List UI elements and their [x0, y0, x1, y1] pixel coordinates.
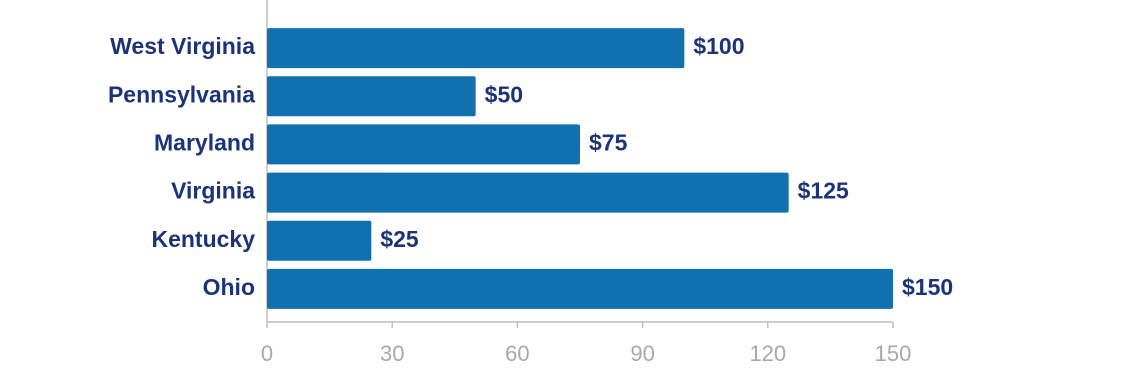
- bar: [267, 268, 893, 309]
- x-tick-label: 90: [630, 341, 654, 366]
- category-label: Pennsylvania: [108, 81, 255, 107]
- value-label: $25: [380, 226, 419, 252]
- x-tick-label: 60: [505, 341, 529, 366]
- bar: [267, 28, 685, 69]
- category-label: Maryland: [154, 129, 255, 155]
- x-tick-label: 150: [875, 341, 912, 366]
- bar: [267, 172, 789, 213]
- category-label: West Virginia: [110, 33, 255, 59]
- bar: [267, 76, 476, 117]
- value-label: $125: [798, 178, 849, 204]
- category-label: Ohio: [203, 274, 255, 300]
- x-tick-label: 120: [749, 341, 786, 366]
- value-label: $75: [589, 129, 628, 155]
- x-tick-label: 0: [261, 341, 273, 366]
- value-label: $50: [485, 81, 523, 107]
- bar: [267, 124, 580, 165]
- category-label: Virginia: [171, 178, 255, 204]
- x-tick-label: 30: [380, 341, 404, 366]
- value-label: $100: [693, 33, 744, 59]
- category-label: Kentucky: [151, 226, 255, 252]
- value-label: $150: [902, 274, 953, 300]
- bar: [267, 220, 372, 261]
